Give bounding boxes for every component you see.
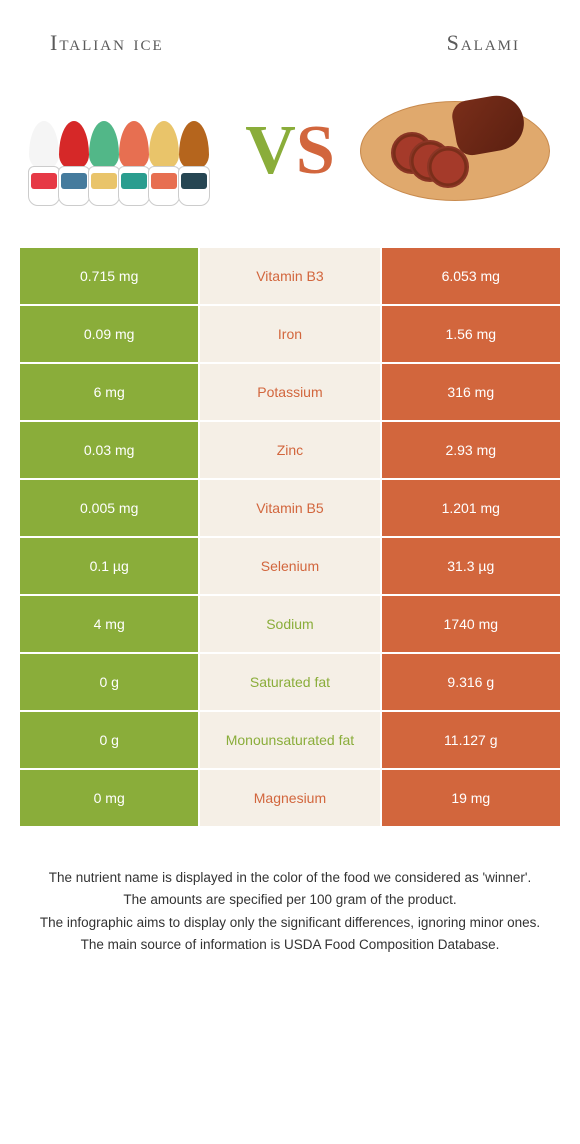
right-food-title: Salami (447, 30, 520, 56)
left-value-cell: 0.715 mg (20, 248, 198, 304)
table-row: 6 mgPotassium316 mg (20, 364, 560, 420)
table-row: 0 gSaturated fat9.316 g (20, 654, 560, 710)
footer-line: The amounts are specified per 100 gram o… (35, 890, 545, 910)
nutrient-label-cell: Monounsaturated fat (200, 712, 379, 768)
nutrient-label-cell: Zinc (200, 422, 379, 478)
left-value-cell: 0.09 mg (20, 306, 198, 362)
footer-line: The infographic aims to display only the… (35, 913, 545, 933)
table-row: 4 mgSodium1740 mg (20, 596, 560, 652)
table-row: 0.1 µgSelenium31.3 µg (20, 538, 560, 594)
right-food-image (360, 86, 560, 216)
table-row: 0.005 mgVitamin B51.201 mg (20, 480, 560, 536)
left-food-image (20, 86, 220, 216)
hero-row: VS (0, 76, 580, 246)
right-value-cell: 1.56 mg (382, 306, 560, 362)
table-row: 0.03 mgZinc2.93 mg (20, 422, 560, 478)
right-value-cell: 2.93 mg (382, 422, 560, 478)
left-value-cell: 4 mg (20, 596, 198, 652)
footer-notes: The nutrient name is displayed in the co… (0, 828, 580, 977)
right-value-cell: 316 mg (382, 364, 560, 420)
nutrient-label-cell: Saturated fat (200, 654, 379, 710)
titles-row: Italian ice Salami (0, 0, 580, 76)
right-value-cell: 9.316 g (382, 654, 560, 710)
nutrient-label-cell: Magnesium (200, 770, 379, 826)
left-value-cell: 0 g (20, 712, 198, 768)
left-value-cell: 0 g (20, 654, 198, 710)
italian-ice-icon (20, 86, 220, 216)
right-value-cell: 1.201 mg (382, 480, 560, 536)
nutrient-table: 0.715 mgVitamin B36.053 mg0.09 mgIron1.5… (18, 246, 562, 828)
right-value-cell: 11.127 g (382, 712, 560, 768)
table-row: 0 mgMagnesium19 mg (20, 770, 560, 826)
nutrient-label-cell: Vitamin B3 (200, 248, 379, 304)
nutrient-label-cell: Selenium (200, 538, 379, 594)
table-row: 0 gMonounsaturated fat11.127 g (20, 712, 560, 768)
salami-icon (360, 101, 550, 201)
left-value-cell: 0.03 mg (20, 422, 198, 478)
vs-s: S (296, 112, 335, 189)
right-value-cell: 19 mg (382, 770, 560, 826)
footer-line: The nutrient name is displayed in the co… (35, 868, 545, 888)
nutrient-label-cell: Sodium (200, 596, 379, 652)
right-value-cell: 31.3 µg (382, 538, 560, 594)
nutrient-label-cell: Potassium (200, 364, 379, 420)
left-food-title: Italian ice (50, 30, 164, 56)
nutrient-label-cell: Iron (200, 306, 379, 362)
footer-line: The main source of information is USDA F… (35, 935, 545, 955)
right-value-cell: 6.053 mg (382, 248, 560, 304)
vs-label: VS (245, 111, 335, 191)
right-value-cell: 1740 mg (382, 596, 560, 652)
vs-v: V (245, 112, 296, 189)
left-value-cell: 0.1 µg (20, 538, 198, 594)
table-row: 0.715 mgVitamin B36.053 mg (20, 248, 560, 304)
left-value-cell: 6 mg (20, 364, 198, 420)
left-value-cell: 0.005 mg (20, 480, 198, 536)
left-value-cell: 0 mg (20, 770, 198, 826)
nutrient-label-cell: Vitamin B5 (200, 480, 379, 536)
table-row: 0.09 mgIron1.56 mg (20, 306, 560, 362)
